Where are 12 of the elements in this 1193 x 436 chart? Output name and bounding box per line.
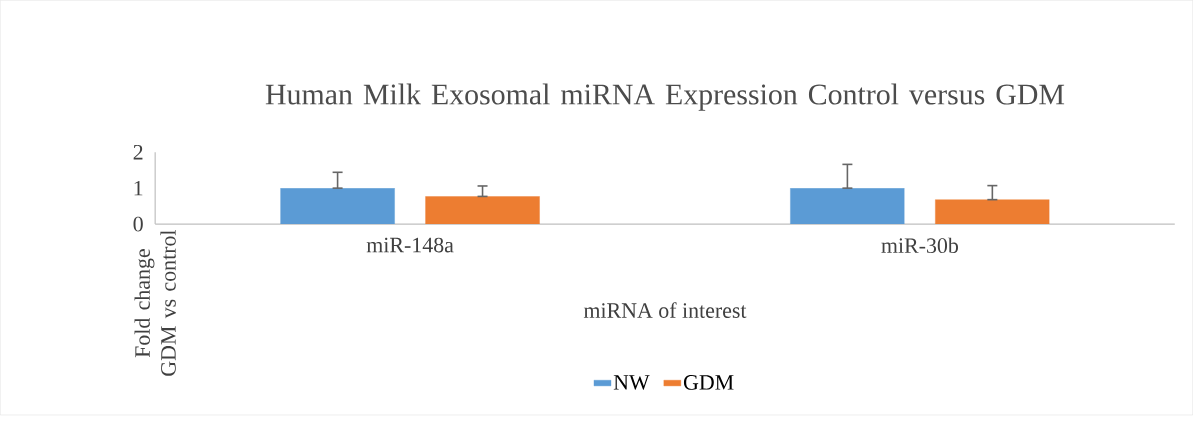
chart-title: Human Milk Exosomal miRNA Expression Control versus GDM <box>265 83 1065 111</box>
y-tick-label: 1 <box>134 180 143 196</box>
legend-label: NW <box>613 374 650 390</box>
bar <box>935 199 1050 224</box>
x-tick-label: miR-148a <box>366 237 454 253</box>
y-tick-label: 2 <box>133 144 143 160</box>
bar <box>425 196 540 224</box>
x-tick-label: miR-30b <box>881 237 958 253</box>
legend-label: GDM <box>683 374 734 390</box>
x-axis-title: miRNA of interest <box>583 302 747 318</box>
bar <box>280 187 395 224</box>
bar <box>790 187 905 224</box>
